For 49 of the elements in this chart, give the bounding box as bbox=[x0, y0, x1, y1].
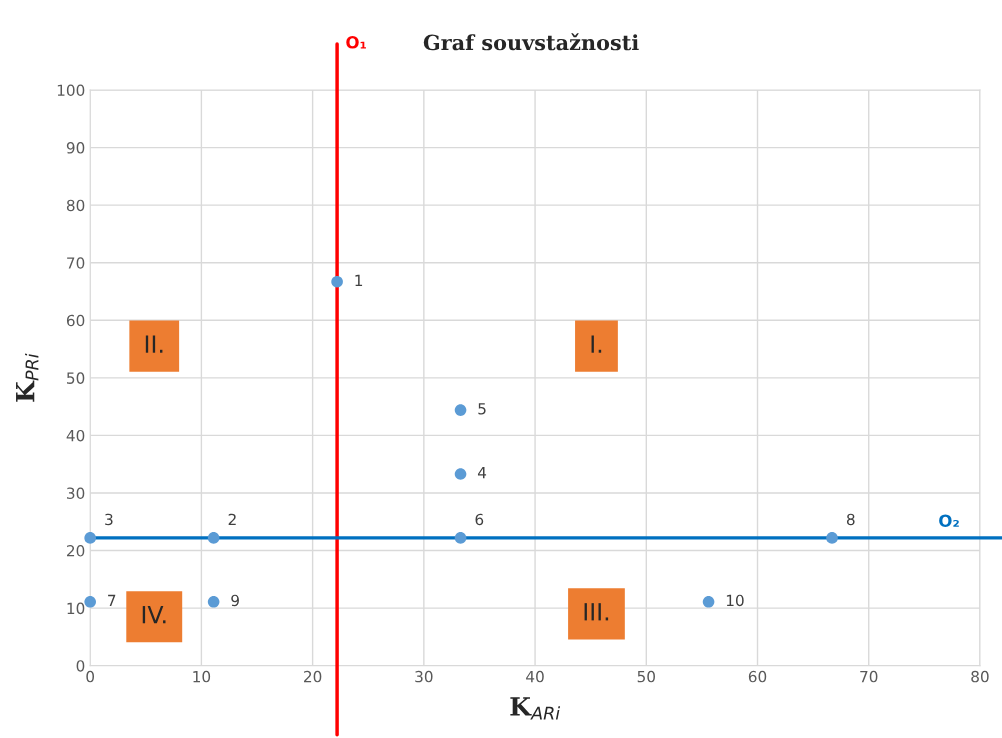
x-tick-label: 50 bbox=[637, 670, 655, 683]
y-tick-label: 10 bbox=[67, 602, 85, 615]
annotation: 6 bbox=[475, 513, 484, 526]
x-tick-label: 40 bbox=[526, 670, 544, 683]
point bbox=[84, 532, 96, 544]
x-tick-label: 60 bbox=[748, 670, 767, 683]
y-tick-label: 70 bbox=[67, 257, 85, 269]
ref-line-label: O₂ bbox=[939, 514, 959, 528]
x-tick-label: 70 bbox=[860, 670, 878, 683]
point bbox=[84, 595, 96, 608]
annotation: I. bbox=[591, 335, 602, 353]
x-tick-label: 30 bbox=[415, 670, 433, 683]
y-tick-label: 60 bbox=[66, 314, 85, 327]
point bbox=[702, 595, 715, 608]
annotation: III. bbox=[584, 603, 609, 621]
point bbox=[331, 275, 343, 288]
annotation: 1 bbox=[355, 274, 363, 286]
point bbox=[207, 532, 220, 544]
x-tick-label: 10 bbox=[193, 670, 211, 683]
annotation: 5 bbox=[478, 403, 486, 415]
annotation: 2 bbox=[228, 513, 236, 525]
point bbox=[454, 404, 467, 416]
y-tick-label: 50 bbox=[67, 372, 85, 384]
annotation: 3 bbox=[105, 513, 113, 526]
annotation: IV. bbox=[142, 606, 166, 624]
y-axis-title: K$_{PRi}$ bbox=[16, 353, 39, 402]
point bbox=[454, 532, 467, 544]
point bbox=[826, 532, 838, 544]
chart-title: Graf souvstažnosti bbox=[423, 33, 639, 51]
ref-line-label: O₁ bbox=[346, 36, 366, 49]
x-tick-label: 80 bbox=[971, 670, 989, 683]
annotation: II. bbox=[145, 335, 163, 353]
x-tick-label: 20 bbox=[304, 670, 322, 683]
y-tick-label: 90 bbox=[66, 142, 85, 154]
y-tick-label: 80 bbox=[66, 199, 85, 212]
point bbox=[454, 468, 467, 480]
annotation: 8 bbox=[846, 513, 855, 526]
y-tick-label: 0 bbox=[76, 660, 85, 672]
annotation: 4 bbox=[477, 467, 487, 479]
y-tick-label: 30 bbox=[67, 487, 85, 500]
annotation: 9 bbox=[231, 594, 239, 607]
point bbox=[207, 595, 220, 608]
x-axis-title: K$_{ARi}$ bbox=[510, 697, 561, 720]
x-tick-label: 0 bbox=[86, 670, 95, 683]
y-tick-label: 20 bbox=[67, 545, 85, 557]
annotation: 10 bbox=[726, 594, 744, 607]
y-tick-label: 40 bbox=[66, 429, 85, 442]
annotation: 7 bbox=[108, 594, 116, 606]
y-tick-label: 100 bbox=[57, 84, 85, 97]
